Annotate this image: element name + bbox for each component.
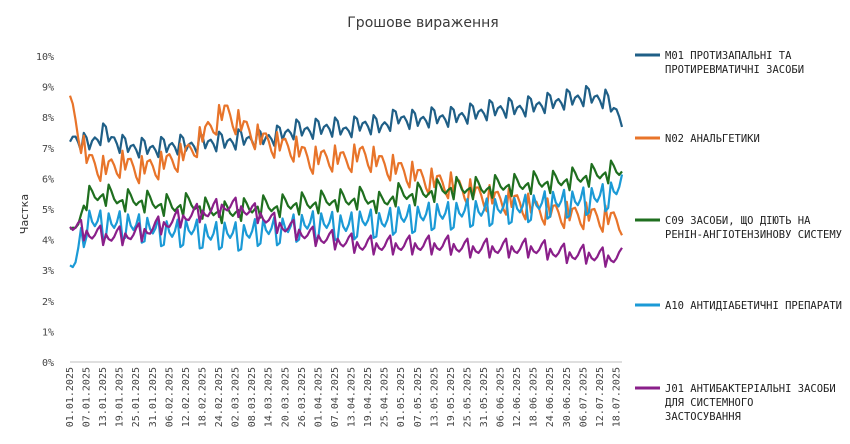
series-line <box>68 95 623 236</box>
x-tick-label: 06.06.2025 <box>496 367 507 427</box>
x-tick-label: 07.04.2025 <box>330 367 341 427</box>
y-axis-label: Частка <box>18 194 31 234</box>
legend-label: J01 АНТИБАКТЕРІАЛЬНІ ЗАСОБИ ДЛЯ СИСТЕМНОГ… <box>665 383 836 423</box>
x-tick-label: 31.05.2025 <box>479 367 490 427</box>
x-tick-label: 01.04.2025 <box>313 367 324 427</box>
x-tick-label: 18.06.2025 <box>529 367 540 427</box>
series-line <box>69 174 624 269</box>
x-tick-label: 01.05.2025 <box>396 367 407 427</box>
x-tick-label: 31.01.2025 <box>148 367 159 427</box>
x-tick-label: 25.05.2025 <box>462 367 473 427</box>
x-tick-label: 14.03.2025 <box>264 367 275 427</box>
series-line <box>69 196 623 268</box>
x-tick-label: 26.03.2025 <box>297 367 308 427</box>
x-tick-label: 25.01.2025 <box>131 367 142 427</box>
x-tick-label: 19.01.2025 <box>115 367 126 427</box>
y-tick-label: 5% <box>42 205 54 216</box>
y-tick-label: 4% <box>42 236 54 247</box>
x-tick-label: 24.02.2025 <box>214 367 225 427</box>
x-tick-label: 30.06.2025 <box>562 367 573 427</box>
legend-label: M01 ПРОТИЗАПАЛЬНІ ТА ПРОТИРЕВМАТИЧНІ ЗАСО… <box>665 50 804 76</box>
legend-label: C09 ЗАСОБИ, ЩО ДІЮТЬ НА РЕНІН-АНГІОТЕНЗИН… <box>665 215 842 241</box>
x-tick-label: 12.06.2025 <box>512 367 523 427</box>
x-tick-label: 06.07.2025 <box>578 367 589 427</box>
y-tick-label: 0% <box>42 358 54 369</box>
x-tick-label: 07.05.2025 <box>413 367 424 427</box>
y-tick-label: 1% <box>42 327 54 338</box>
x-tick-label: 01.01.2025 <box>65 367 76 427</box>
x-tick-labels: 01.01.2025 07.01.2025 13.01.2025 19.01.2025… <box>65 367 622 427</box>
x-tick-label: 18.02.2025 <box>197 367 208 427</box>
x-tick-label: 07.01.2025 <box>82 367 93 427</box>
y-tick-label: 3% <box>42 266 54 277</box>
x-tick-label: 12.02.2025 <box>181 367 192 427</box>
x-tick-label: 25.04.2025 <box>380 367 391 427</box>
x-tick-label: 13.01.2025 <box>98 367 109 427</box>
y-tick-label: 10% <box>36 52 54 63</box>
series-line <box>69 84 624 159</box>
series-line <box>69 159 623 231</box>
x-tick-label: 19.04.2025 <box>363 367 374 427</box>
x-tick-label: 06.02.2025 <box>164 367 175 427</box>
y-tick-labels: 0% 1% 2% 3% 4% 5% 6% 7% 8% 9% 10% <box>36 52 54 369</box>
legend-label: N02 АНАЛЬГЕТИКИ <box>665 133 760 145</box>
y-tick-label: 7% <box>42 144 54 155</box>
x-tick-label: 18.07.2025 <box>611 367 622 427</box>
y-tick-label: 9% <box>42 83 54 94</box>
x-tick-label: 19.05.2025 <box>446 367 457 427</box>
y-tick-label: 6% <box>42 174 54 185</box>
x-tick-label: 20.03.2025 <box>280 367 291 427</box>
x-tick-label: 12.07.2025 <box>595 367 606 427</box>
y-tick-label: 8% <box>42 113 54 124</box>
legend-label: A10 АНТИДІАБЕТИЧНІ ПРЕПАРАТИ <box>665 300 842 312</box>
y-tick-label: 2% <box>42 297 54 308</box>
x-tick-label: 13.04.2025 <box>347 367 358 427</box>
legend: M01 ПРОТИЗАПАЛЬНІ ТА ПРОТИРЕВМАТИЧНІ ЗАСО… <box>635 50 842 423</box>
chart-title: Грошове вираження <box>347 15 498 31</box>
x-tick-label: 24.06.2025 <box>545 367 556 427</box>
x-tick-label: 02.03.2025 <box>231 367 242 427</box>
x-tick-label: 13.05.2025 <box>429 367 440 427</box>
series-lines <box>68 84 624 269</box>
x-tick-label: 08.03.2025 <box>247 367 258 427</box>
